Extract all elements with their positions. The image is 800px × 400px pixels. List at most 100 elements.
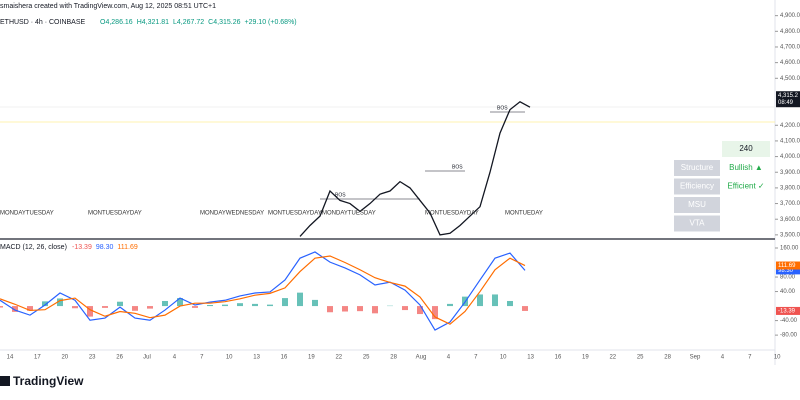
ohlc-value: C4,315.26 bbox=[208, 19, 240, 26]
x-tick-label: 28 bbox=[664, 355, 671, 361]
x-tick-label: 13 bbox=[253, 355, 260, 361]
y-tick-label: 80.00 bbox=[780, 275, 796, 281]
macd-title: MACD (12, 26, close) bbox=[0, 244, 67, 251]
histogram-bar bbox=[102, 306, 108, 308]
axis-tag bbox=[776, 306, 800, 315]
x-tick-label: 16 bbox=[281, 355, 288, 361]
x-tick-label: 22 bbox=[609, 355, 616, 361]
row-label-box bbox=[674, 215, 720, 232]
author-line: smaishera created with TradingView.com, … bbox=[0, 3, 216, 10]
histogram-bar bbox=[237, 303, 243, 307]
bos-label: BOS bbox=[452, 164, 463, 170]
histogram-bar bbox=[12, 306, 18, 312]
x-tick-label: 25 bbox=[637, 355, 644, 361]
x-tick-label: 7 bbox=[474, 355, 478, 361]
histogram-bar bbox=[57, 298, 63, 307]
session-label: MONTUESDAYDAY bbox=[88, 211, 142, 217]
ohlc-value: H4,321.81 bbox=[137, 19, 169, 26]
x-tick-label: 4 bbox=[721, 355, 725, 361]
x-tick-label: 10 bbox=[774, 355, 781, 361]
row-label: Efficiency bbox=[680, 182, 714, 191]
histogram-bar bbox=[417, 306, 423, 315]
x-tick-label: 28 bbox=[390, 355, 397, 361]
histogram-bar bbox=[192, 306, 198, 308]
histogram-bar bbox=[522, 306, 528, 311]
x-tick-label: 16 bbox=[555, 355, 562, 361]
histogram-bar bbox=[0, 306, 3, 308]
bos-label: BOS bbox=[335, 192, 346, 198]
histogram-bar bbox=[42, 301, 48, 307]
brand: TradingView bbox=[13, 374, 84, 388]
x-tick-label: 4 bbox=[173, 355, 177, 361]
histogram-bar bbox=[117, 301, 123, 307]
legend-value: 111.69 bbox=[117, 244, 137, 251]
y-tick-label: 160.00 bbox=[780, 246, 799, 252]
indicator-panel: 240 Structure Bullish ▲ Efficiency Efficient… bbox=[674, 141, 770, 232]
histogram-bar bbox=[312, 299, 318, 307]
histogram-bar bbox=[492, 294, 498, 307]
footer bbox=[0, 366, 800, 400]
row-label: Structure bbox=[681, 163, 714, 172]
axis-tag-label: 111.69 bbox=[778, 263, 796, 269]
y-tick-label: 4,100.00 bbox=[780, 138, 800, 144]
session-label: MONTUESDAYDAY bbox=[425, 211, 479, 217]
x-tick-label: 10 bbox=[500, 355, 507, 361]
macd-line bbox=[0, 251, 526, 331]
y-tick-label: 3,900.00 bbox=[780, 170, 800, 176]
ohlc-value: L4,267.72 bbox=[173, 19, 204, 26]
y-tick-label: 3,700.00 bbox=[780, 201, 800, 207]
histogram-bar bbox=[447, 303, 453, 307]
histogram-bar bbox=[327, 306, 333, 313]
y-tick-label: 3,600.00 bbox=[780, 217, 800, 223]
symbol: ETHUSD · 4h · COINBASE bbox=[0, 19, 86, 26]
x-tick-label: 14 bbox=[7, 355, 14, 361]
histogram-bar bbox=[507, 300, 513, 307]
histogram-bar bbox=[177, 298, 183, 307]
time-label: 08:49 bbox=[778, 100, 794, 106]
row-label: MSU bbox=[688, 200, 706, 209]
x-tick-label: 25 bbox=[363, 355, 370, 361]
x-tick-label: 7 bbox=[200, 355, 204, 361]
x-tick-label: 7 bbox=[748, 355, 752, 361]
x-tick-label: 22 bbox=[335, 355, 342, 361]
x-tick-label: 19 bbox=[308, 355, 315, 361]
y-tick-label: -80.00 bbox=[780, 333, 798, 339]
y-tick-label: 4,700.00 bbox=[780, 45, 800, 51]
histogram-bar bbox=[207, 304, 213, 307]
x-tick-label: Aug bbox=[416, 355, 427, 361]
row-status: Efficient ✓ bbox=[727, 182, 764, 191]
x-tick-label: 13 bbox=[527, 355, 534, 361]
histogram-bar bbox=[162, 300, 168, 307]
ohlc-value: +29.10 (+0.68%) bbox=[244, 19, 296, 26]
y-tick-label: 4,800.00 bbox=[780, 29, 800, 35]
histogram-bar bbox=[267, 304, 273, 307]
session-label: MONDAYWEDNESDAY bbox=[200, 211, 264, 217]
histogram-bar bbox=[282, 298, 288, 307]
session-label: MONDAYTUESDAY bbox=[322, 211, 376, 217]
macd-line bbox=[0, 255, 526, 325]
last-price: 4,315.2 bbox=[778, 93, 799, 99]
y-tick-label: 40.00 bbox=[780, 289, 796, 295]
session-label: MONDAYTUESDAY bbox=[0, 211, 54, 217]
row-status: Bullish ▲ bbox=[729, 163, 763, 172]
logo-icon bbox=[0, 376, 10, 386]
histogram-bar bbox=[357, 306, 363, 312]
x-tick-label: 17 bbox=[34, 355, 41, 361]
histogram-bar bbox=[402, 306, 408, 311]
histogram-bar bbox=[372, 306, 378, 314]
row-label: VTA bbox=[690, 219, 706, 228]
y-tick-label: 3,800.00 bbox=[780, 185, 800, 191]
histogram-bar bbox=[87, 306, 93, 317]
row-label-box bbox=[674, 178, 720, 195]
histogram-bar bbox=[147, 306, 153, 309]
timeframe-box bbox=[722, 141, 770, 157]
x-tick-label: 26 bbox=[116, 355, 123, 361]
y-tick-label: -40.00 bbox=[780, 318, 798, 324]
histogram-bar bbox=[477, 294, 483, 307]
x-tick-label: 20 bbox=[61, 355, 68, 361]
axis-tag-label: -13.39 bbox=[778, 309, 796, 315]
axis-tag bbox=[776, 266, 800, 275]
y-tick-label: 4,500.00 bbox=[780, 76, 800, 82]
ohlc: O4,286.16 H4,321.81 L4,267.72 C4,315.26 +29.… bbox=[100, 19, 297, 26]
